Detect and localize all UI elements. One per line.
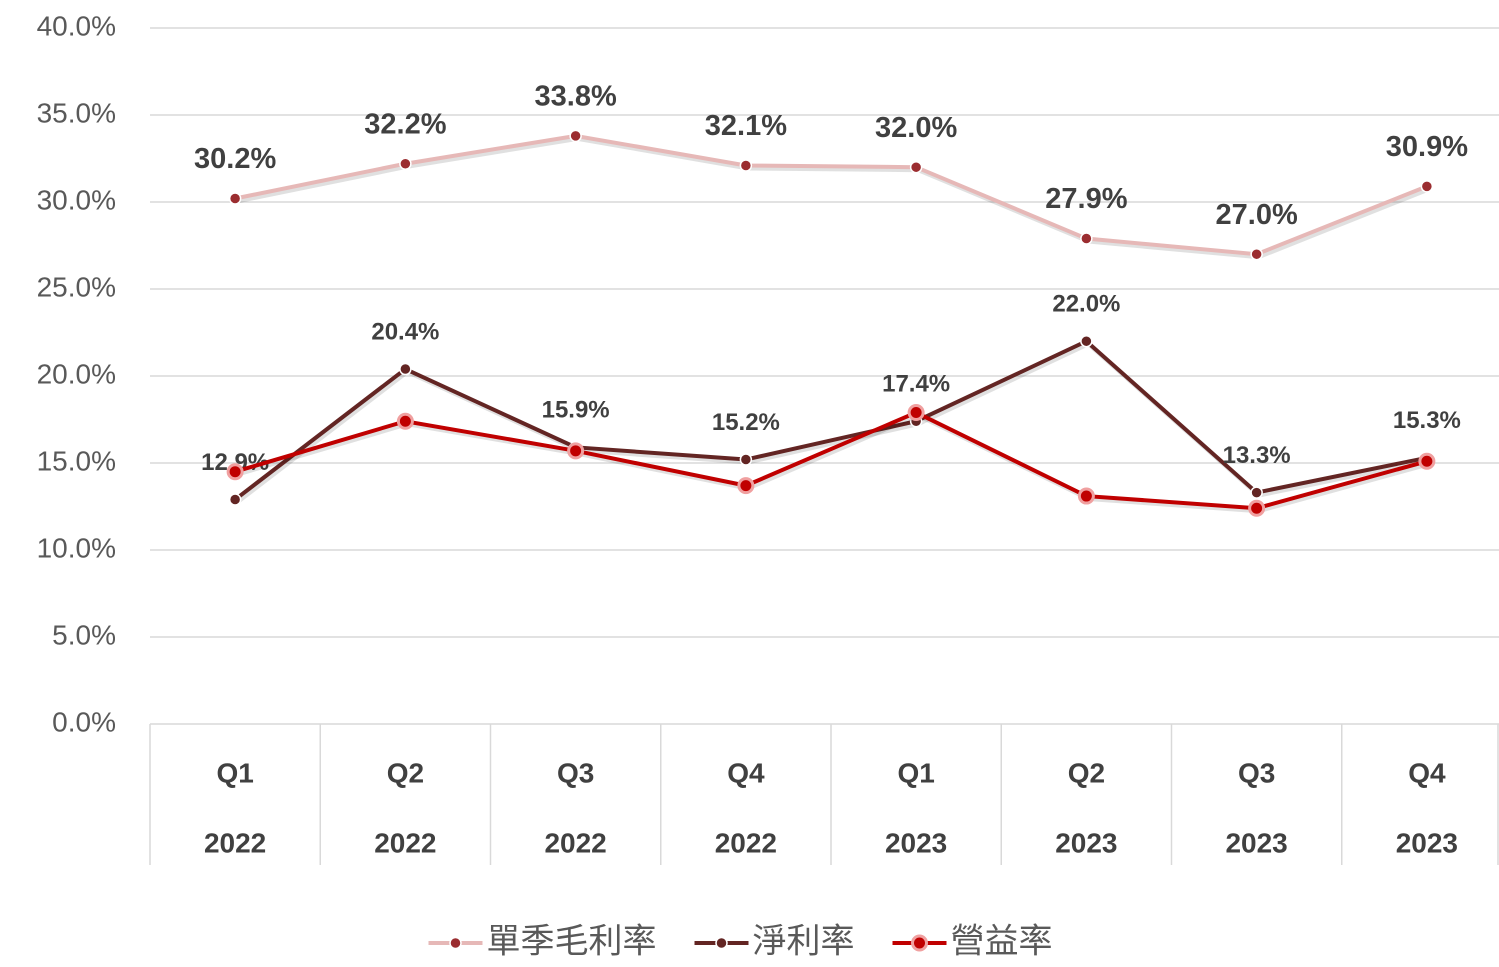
marker xyxy=(567,442,585,460)
series-line xyxy=(234,133,1428,257)
data-label: 27.9% xyxy=(1045,183,1127,215)
data-label: 32.2% xyxy=(364,108,446,140)
data-label: 15.2% xyxy=(712,409,780,436)
marker xyxy=(1250,247,1263,261)
marker xyxy=(739,453,753,466)
legend-marker xyxy=(449,936,462,950)
data-label: 27.0% xyxy=(1216,199,1298,231)
marker xyxy=(399,157,412,170)
series-line xyxy=(234,410,1428,511)
y-tick-label: 30.0% xyxy=(37,184,116,215)
legend-marker xyxy=(715,936,728,950)
marker xyxy=(1420,180,1434,193)
x-tick-label: Q3 xyxy=(1238,757,1275,788)
marker xyxy=(739,159,753,172)
data-label: 30.2% xyxy=(194,143,276,175)
legend-marker xyxy=(911,934,928,952)
x-tick-label: Q3 xyxy=(557,757,594,788)
legend-label: 淨利率 xyxy=(753,922,855,962)
x-tick-label: 2023 xyxy=(1396,827,1458,858)
x-tick-label: 2023 xyxy=(885,827,947,858)
marker xyxy=(226,463,244,481)
marker xyxy=(909,160,923,174)
marker xyxy=(228,192,242,205)
marker xyxy=(1080,334,1093,348)
x-tick-label: 2022 xyxy=(544,827,606,858)
x-tick-label: 2022 xyxy=(374,827,436,858)
x-tick-label: Q4 xyxy=(727,757,765,788)
x-tick-label: Q1 xyxy=(216,757,253,788)
legend-label: 單季毛利率 xyxy=(487,922,657,962)
legend-label: 營益率 xyxy=(951,922,1053,962)
y-tick-label: 10.0% xyxy=(37,532,116,563)
x-tick-label: Q2 xyxy=(1068,757,1105,788)
y-tick-label: 20.0% xyxy=(37,358,116,389)
data-label: 15.3% xyxy=(1393,407,1461,434)
shadow xyxy=(236,136,1430,260)
y-tick-label: 40.0% xyxy=(37,10,116,41)
marker xyxy=(737,477,755,495)
data-label: 15.9% xyxy=(542,397,610,424)
y-tick-label: 5.0% xyxy=(52,619,116,650)
marker xyxy=(907,404,925,422)
x-tick-label: Q4 xyxy=(1408,757,1446,788)
series-line xyxy=(233,338,1428,502)
shadow xyxy=(236,413,1430,514)
marker xyxy=(399,362,412,376)
marker xyxy=(1077,487,1095,505)
data-label: 22.0% xyxy=(1052,291,1120,318)
marker xyxy=(1080,232,1093,245)
marker xyxy=(228,493,242,506)
data-label: 17.4% xyxy=(882,371,950,398)
x-tick-label: 2023 xyxy=(1055,827,1117,858)
x-tick-label: 2023 xyxy=(1225,827,1287,858)
y-tick-label: 0.0% xyxy=(52,706,116,737)
marker xyxy=(1250,486,1263,499)
data-label: 32.0% xyxy=(875,112,957,144)
data-label: 30.9% xyxy=(1386,131,1468,163)
marker xyxy=(1248,499,1266,517)
marker xyxy=(1418,452,1436,470)
marker xyxy=(569,129,582,143)
x-tick-label: Q2 xyxy=(387,757,424,788)
y-tick-label: 15.0% xyxy=(37,445,116,476)
y-tick-label: 25.0% xyxy=(37,271,116,302)
data-label: 13.3% xyxy=(1223,442,1291,469)
data-label: 20.4% xyxy=(371,318,439,345)
x-tick-label: 2022 xyxy=(204,827,266,858)
data-label: 33.8% xyxy=(535,81,617,113)
data-label: 32.1% xyxy=(705,110,787,142)
x-tick-label: 2022 xyxy=(715,827,777,858)
x-tick-label: Q1 xyxy=(897,757,934,788)
marker xyxy=(396,412,414,430)
y-tick-label: 35.0% xyxy=(37,97,116,128)
